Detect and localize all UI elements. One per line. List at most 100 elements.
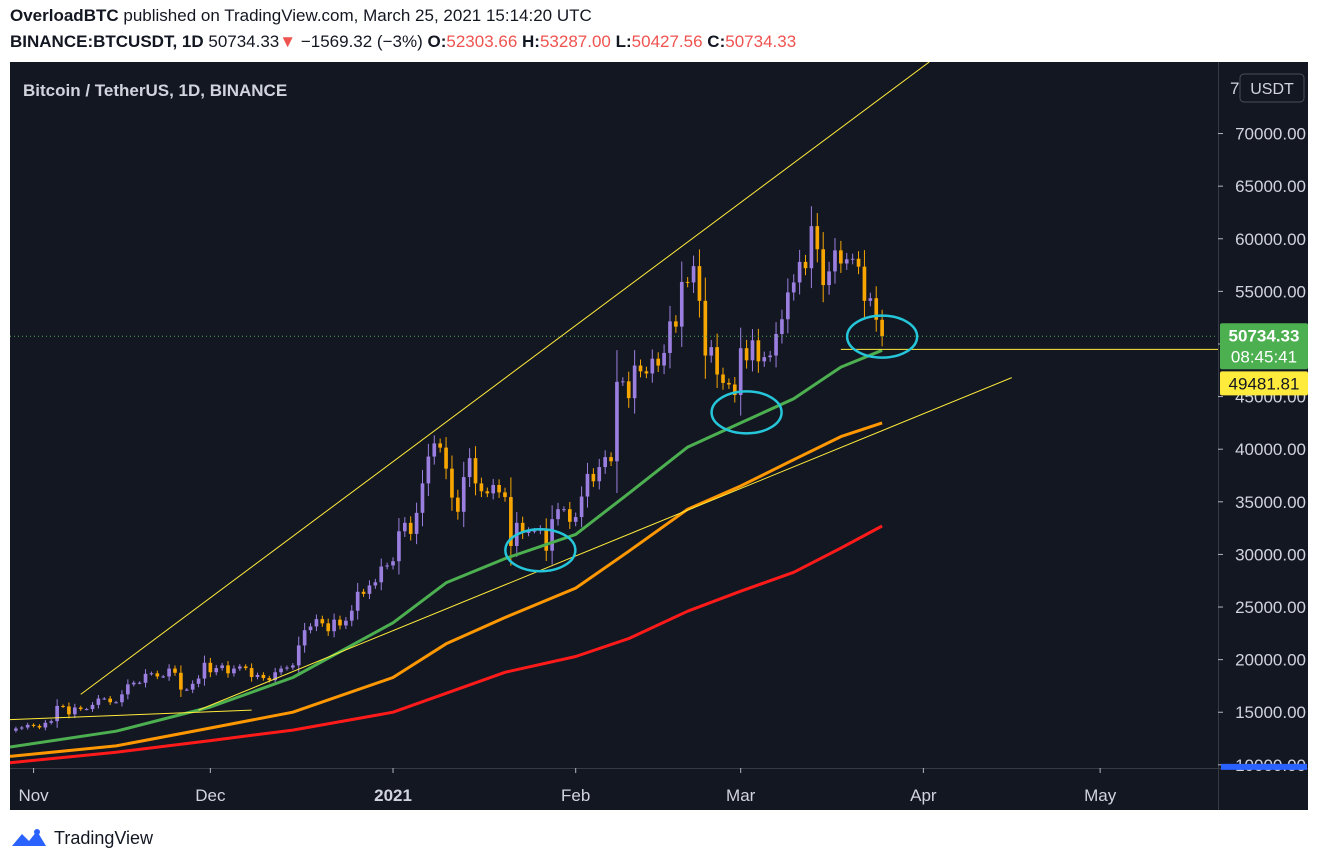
highlight-circle-4 [504,527,577,573]
y-tick-label: 40000.00 [1235,440,1306,459]
candle-body [114,702,118,704]
candle-body [868,298,873,301]
candle-body [679,281,684,327]
candle-body [674,321,678,327]
candle-body [738,348,743,396]
candle-body [709,347,714,356]
candle-body [520,522,525,533]
candle-body [37,725,42,728]
publish-text: published on TradingView.com, March 25, … [123,6,592,25]
candle-body [638,365,643,372]
candle-body [397,531,401,562]
candle-body [597,467,602,482]
candle-body [721,374,725,383]
price-chart[interactable]: Bitcoin / TetherUS, 1D, BINANCE10000.001… [10,62,1308,810]
price-change: −1569.32 (−3%) [300,32,423,51]
candle-body [485,491,490,494]
candle-body [243,666,248,669]
candle-body [120,694,124,703]
candle-body [839,250,843,264]
candle-body [456,497,460,512]
x-tick-label: Apr [910,786,937,805]
y-tick-label-top: 7 [1230,79,1239,98]
candle-body [367,585,372,594]
candle-body [332,619,336,632]
y-tick-label: 60000.00 [1235,230,1306,249]
candle-body [208,662,213,673]
candle-body [344,620,348,626]
candle-body [450,468,454,498]
candle-body [379,566,384,583]
candle-body [408,522,413,534]
high-value: 53287.00 [539,32,611,51]
candle-body [226,665,230,674]
currency-button[interactable] [1239,73,1305,103]
candle-body [850,258,855,260]
y-tick-label: 35000.00 [1235,493,1306,512]
candle-body [126,684,130,695]
candle-body [727,382,731,385]
chart-panel[interactable]: Bitcoin / TetherUS, 1D, BINANCE10000.001… [10,62,1308,810]
x-tick-label: Dec [195,786,226,805]
ma-line-orange [10,421,883,758]
publish-info: OverloadBTC published on TradingView.com… [10,6,592,26]
trendline-2 [10,709,252,721]
candle-body [420,483,425,513]
candle-body [414,512,419,534]
candle-body [137,682,142,684]
candle-body [78,707,83,710]
y-tick-label: 65000.00 [1235,177,1306,196]
candle-body [67,706,71,715]
candle-body [167,668,171,677]
close-label: C: [707,32,726,51]
ma-line-green [10,348,883,749]
candle-body [255,674,260,677]
candle-body [43,722,48,728]
down-arrow-icon: ▼ [279,32,297,51]
current-price-badge [1220,323,1308,370]
candle-body [426,456,431,484]
candle-body [762,357,767,362]
volume-scale-bar [1221,763,1307,770]
candle-body [479,483,484,492]
high-label: H: [522,32,540,51]
candle-body [844,259,849,264]
x-tick-label: May [1084,786,1117,805]
candle-body [267,678,272,681]
candle-body [90,704,95,710]
footer-brand: TradingView [54,827,154,848]
last-price: 50734.33 [208,32,280,51]
candle-body [232,668,236,674]
candle-body [862,266,867,301]
author-name[interactable]: OverloadBTC [10,6,119,25]
x-tick-label: Mar [726,786,756,805]
candle-body [102,698,107,700]
highlight-circle-6 [845,314,919,359]
candle-body [220,665,224,669]
candle-body [567,509,572,522]
candle-body [585,473,590,497]
candle-body [214,668,219,673]
candle-body [96,698,101,705]
candle-body [320,619,325,624]
candle-body [355,591,360,611]
candle-body [391,561,395,566]
candle-body [49,721,54,723]
candle-body [650,358,655,374]
candle-body [31,724,36,726]
candle-body [591,473,596,482]
candle-body [791,282,796,293]
candle-body [279,668,283,673]
candle-body [149,673,154,675]
candle-body [691,266,696,283]
candle-body [361,591,366,594]
open-value: 52303.66 [446,32,518,51]
candle-body [573,517,578,522]
candle-body [626,381,631,399]
candle-body [491,484,496,494]
candle-body [703,300,708,356]
symbol-name: BINANCE:BTCUSDT, 1D [10,32,204,51]
candle-body [803,261,808,269]
candle-body [190,683,195,690]
candle-body [273,672,277,681]
